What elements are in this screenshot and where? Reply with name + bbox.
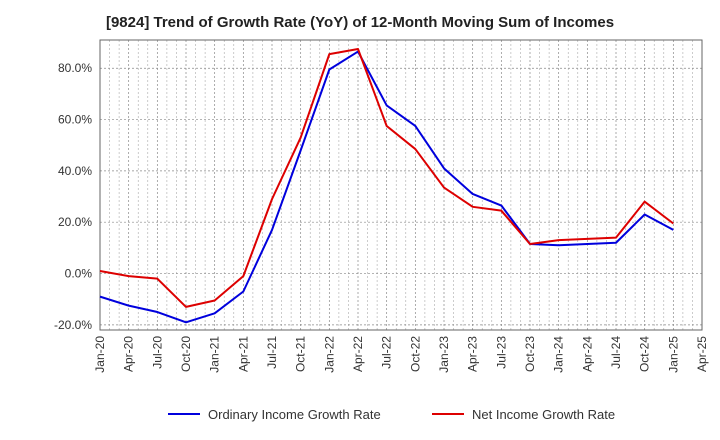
x-tick-label: Jul-24 — [609, 336, 623, 369]
plot-area-border — [99, 39, 703, 331]
x-tick-label: Oct-20 — [179, 336, 193, 372]
x-tick-label: Oct-22 — [408, 336, 422, 372]
x-tick-label: Jan-20 — [93, 336, 107, 373]
x-tick-label: Apr-21 — [236, 336, 250, 372]
y-tick-label: -20.0% — [54, 318, 92, 332]
x-tick-label: Jan-22 — [322, 336, 336, 373]
y-tick-label: 0.0% — [65, 267, 93, 281]
series-line-ordinary-income — [99, 50, 674, 324]
x-tick-label: Apr-22 — [351, 336, 365, 372]
x-tick-label: Apr-25 — [695, 336, 709, 372]
x-tick-label: Jul-22 — [380, 336, 394, 369]
series-line-net-income — [99, 47, 674, 308]
x-tick-label: Apr-24 — [580, 336, 594, 372]
x-tick-label: Jan-23 — [437, 336, 451, 373]
x-tick-label: Oct-23 — [523, 336, 537, 372]
x-tick-label: Jan-21 — [208, 336, 222, 373]
chart-title: [9824] Trend of Growth Rate (YoY) of 12-… — [105, 14, 615, 31]
y-tick-label: 20.0% — [58, 215, 92, 229]
x-tick-label: Jan-24 — [552, 336, 566, 373]
y-tick-label: 60.0% — [58, 113, 92, 127]
x-tick-label: Jan-25 — [666, 336, 680, 373]
x-tick-label: Jul-20 — [150, 336, 164, 369]
x-tick-label: Apr-20 — [122, 336, 136, 372]
x-tick-label: Oct-24 — [638, 336, 652, 372]
legend-label: Ordinary Income Growth Rate — [208, 407, 381, 422]
x-tick-label: Oct-21 — [294, 336, 308, 372]
x-tick-label: Jul-21 — [265, 336, 279, 369]
y-tick-label: 80.0% — [58, 61, 92, 75]
x-tick-label: Jul-23 — [494, 336, 508, 369]
x-tick-label: Apr-23 — [466, 336, 480, 372]
y-tick-label: 40.0% — [58, 164, 92, 178]
legend-label: Net Income Growth Rate — [472, 407, 615, 422]
